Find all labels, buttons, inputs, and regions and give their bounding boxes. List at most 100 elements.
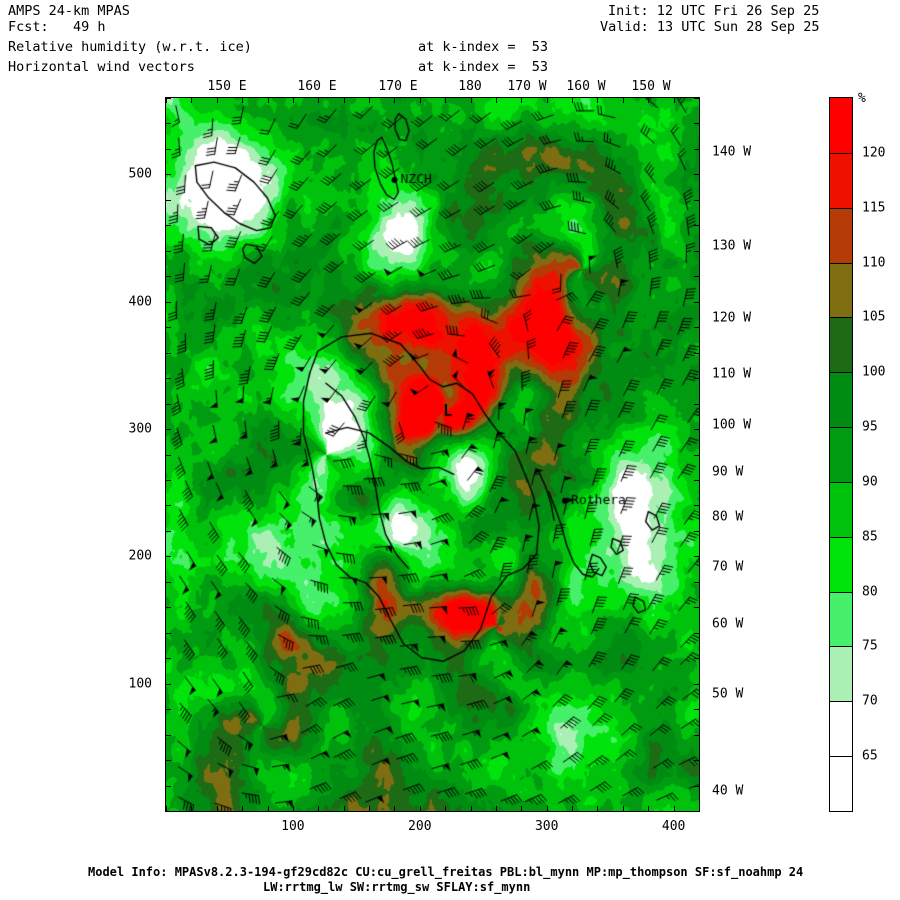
colorbar-divider [830, 207, 852, 209]
x-tick [369, 806, 370, 812]
lon-label-top: 160 E [297, 79, 337, 94]
y-tick [694, 556, 700, 557]
y-tick-label: 300 [128, 421, 152, 437]
colorbar-tick-label: 100 [862, 364, 886, 380]
x-tick [420, 806, 421, 812]
x-tick [572, 806, 573, 812]
x-tick [191, 97, 192, 103]
x-tick [344, 806, 345, 812]
x-tick [471, 806, 472, 812]
lon-label-right: 140 W [712, 144, 752, 160]
lon-label-top: 150 W [631, 79, 671, 94]
y-tick [694, 811, 700, 812]
y-tick [165, 582, 171, 583]
colorbar-tick-label: 115 [862, 200, 886, 216]
y-tick [694, 404, 700, 405]
colorbar [829, 97, 853, 812]
colorbar-segment [830, 317, 852, 373]
lon-label-top: 150 E [207, 79, 247, 94]
colorbar-divider [830, 701, 852, 703]
colorbar-segment [830, 207, 852, 264]
x-tick [242, 806, 243, 812]
colorbar-divider [830, 427, 852, 429]
colorbar-segment [830, 98, 852, 154]
y-tick [694, 174, 700, 175]
colorbar-segment [830, 481, 852, 538]
lon-label-right: 120 W [712, 310, 752, 326]
lon-label-top: 170 W [507, 79, 547, 94]
y-tick [694, 123, 700, 124]
model-info-line1: Model Info: MPASv8.2.3-194-gf29cd82c CU:… [88, 865, 804, 879]
x-tick [521, 97, 522, 103]
x-tick [445, 97, 446, 103]
colorbar-tick-label: 75 [862, 638, 878, 654]
overlay-name: Horizontal wind vectors [8, 59, 195, 75]
y-tick [165, 353, 171, 354]
y-tick [165, 302, 171, 303]
y-tick [694, 251, 700, 252]
y-tick [165, 480, 171, 481]
lon-label-top: 160 W [566, 79, 606, 94]
x-tick [166, 97, 167, 103]
colorbar-divider [830, 591, 852, 593]
colorbar-segment [830, 536, 852, 593]
colorbar-tick-label: 85 [862, 529, 878, 545]
x-tick [293, 97, 294, 103]
colorbar-segment [830, 756, 852, 812]
wind-barb-overlay [166, 98, 699, 811]
x-tick-label: 200 [408, 819, 432, 834]
y-tick [165, 327, 171, 328]
colorbar-tick-label: 80 [862, 584, 878, 600]
x-tick [648, 97, 649, 103]
colorbar-tick-label: 105 [862, 309, 886, 325]
y-tick [694, 98, 700, 99]
x-tick [496, 97, 497, 103]
y-tick [165, 200, 171, 201]
y-tick [165, 123, 171, 124]
colorbar-segment [830, 262, 852, 318]
lon-label-right: 50 W [712, 686, 744, 702]
y-tick [694, 633, 700, 634]
x-tick-label: 300 [534, 819, 559, 834]
x-tick [699, 806, 700, 812]
lon-label-right: 60 W [712, 616, 744, 632]
y-tick [165, 786, 171, 787]
y-tick [694, 607, 700, 608]
y-tick [694, 658, 700, 659]
y-tick [694, 302, 700, 303]
colorbar-divider [830, 536, 852, 538]
y-tick [694, 353, 700, 354]
y-tick [165, 149, 171, 150]
y-tick [165, 276, 171, 277]
colorbar-divider [830, 646, 852, 648]
colorbar-divider [830, 152, 852, 154]
x-tick [166, 806, 167, 812]
y-tick [165, 404, 171, 405]
colorbar-tick-label: 110 [862, 255, 886, 271]
k-index-field: at k-index = 53 [418, 39, 549, 55]
y-tick [694, 327, 700, 328]
y-tick [694, 429, 700, 430]
y-tick [165, 455, 171, 456]
valid-time: Valid: 13 UTC Sun 28 Sep 25 [600, 19, 820, 35]
lon-label-right: 130 W [712, 238, 752, 254]
x-tick [268, 97, 269, 103]
x-tick [572, 97, 573, 103]
y-tick [694, 225, 700, 226]
colorbar-segment [830, 591, 852, 647]
x-tick [318, 97, 319, 103]
y-tick [165, 378, 171, 379]
x-tick [445, 806, 446, 812]
x-tick [394, 97, 395, 103]
y-tick [694, 582, 700, 583]
x-tick [623, 806, 624, 812]
x-tick [217, 806, 218, 812]
x-tick [674, 97, 675, 103]
x-tick [191, 806, 192, 812]
x-tick [521, 806, 522, 812]
x-tick [318, 806, 319, 812]
k-index-wind: at k-index = 53 [418, 59, 549, 75]
x-tick [597, 806, 598, 812]
lon-label-right: 70 W [712, 559, 744, 575]
